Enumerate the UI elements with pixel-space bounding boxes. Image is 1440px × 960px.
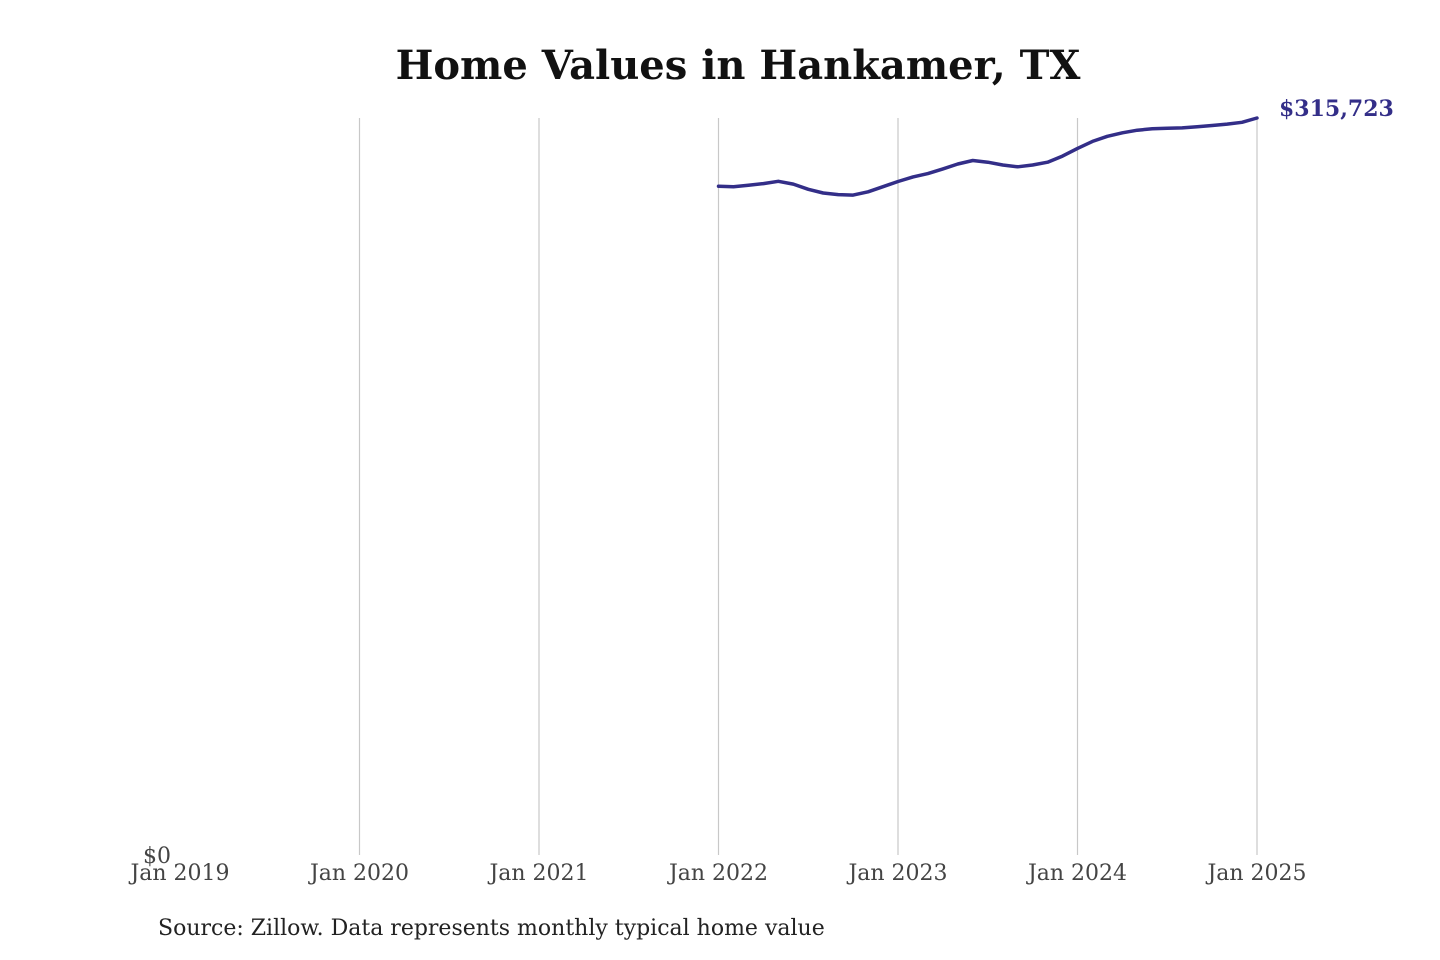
x-tick-label: Jan 2022 (667, 861, 768, 886)
y-tick-label: $0 (143, 844, 171, 869)
end-value-layer: $315,723 (1279, 96, 1394, 122)
x-tick-label: Jan 2025 (1205, 861, 1306, 886)
x-tick-label: Jan 2023 (846, 861, 947, 886)
end-value-label: $315,723 (1279, 96, 1394, 122)
gridlines (358, 118, 1258, 855)
x-tick-label: Jan 2019 (128, 861, 229, 886)
source-note: Source: Zillow. Data represents monthly … (158, 916, 825, 941)
x-tick-label: Jan 2021 (487, 861, 588, 886)
x-tick-label: Jan 2020 (308, 861, 409, 886)
x-axis-ticks: Jan 2019 Jan 2020 Jan 2021 Jan 2022 Jan 2023… (128, 861, 1306, 886)
home-value-line (716, 116, 1259, 197)
x-tick-label: Jan 2024 (1026, 861, 1127, 886)
y-axis-ticks: $0 (143, 844, 171, 869)
series-layer (716, 116, 1259, 197)
chart-title: Home Values in Hankamer, TX (395, 42, 1081, 89)
